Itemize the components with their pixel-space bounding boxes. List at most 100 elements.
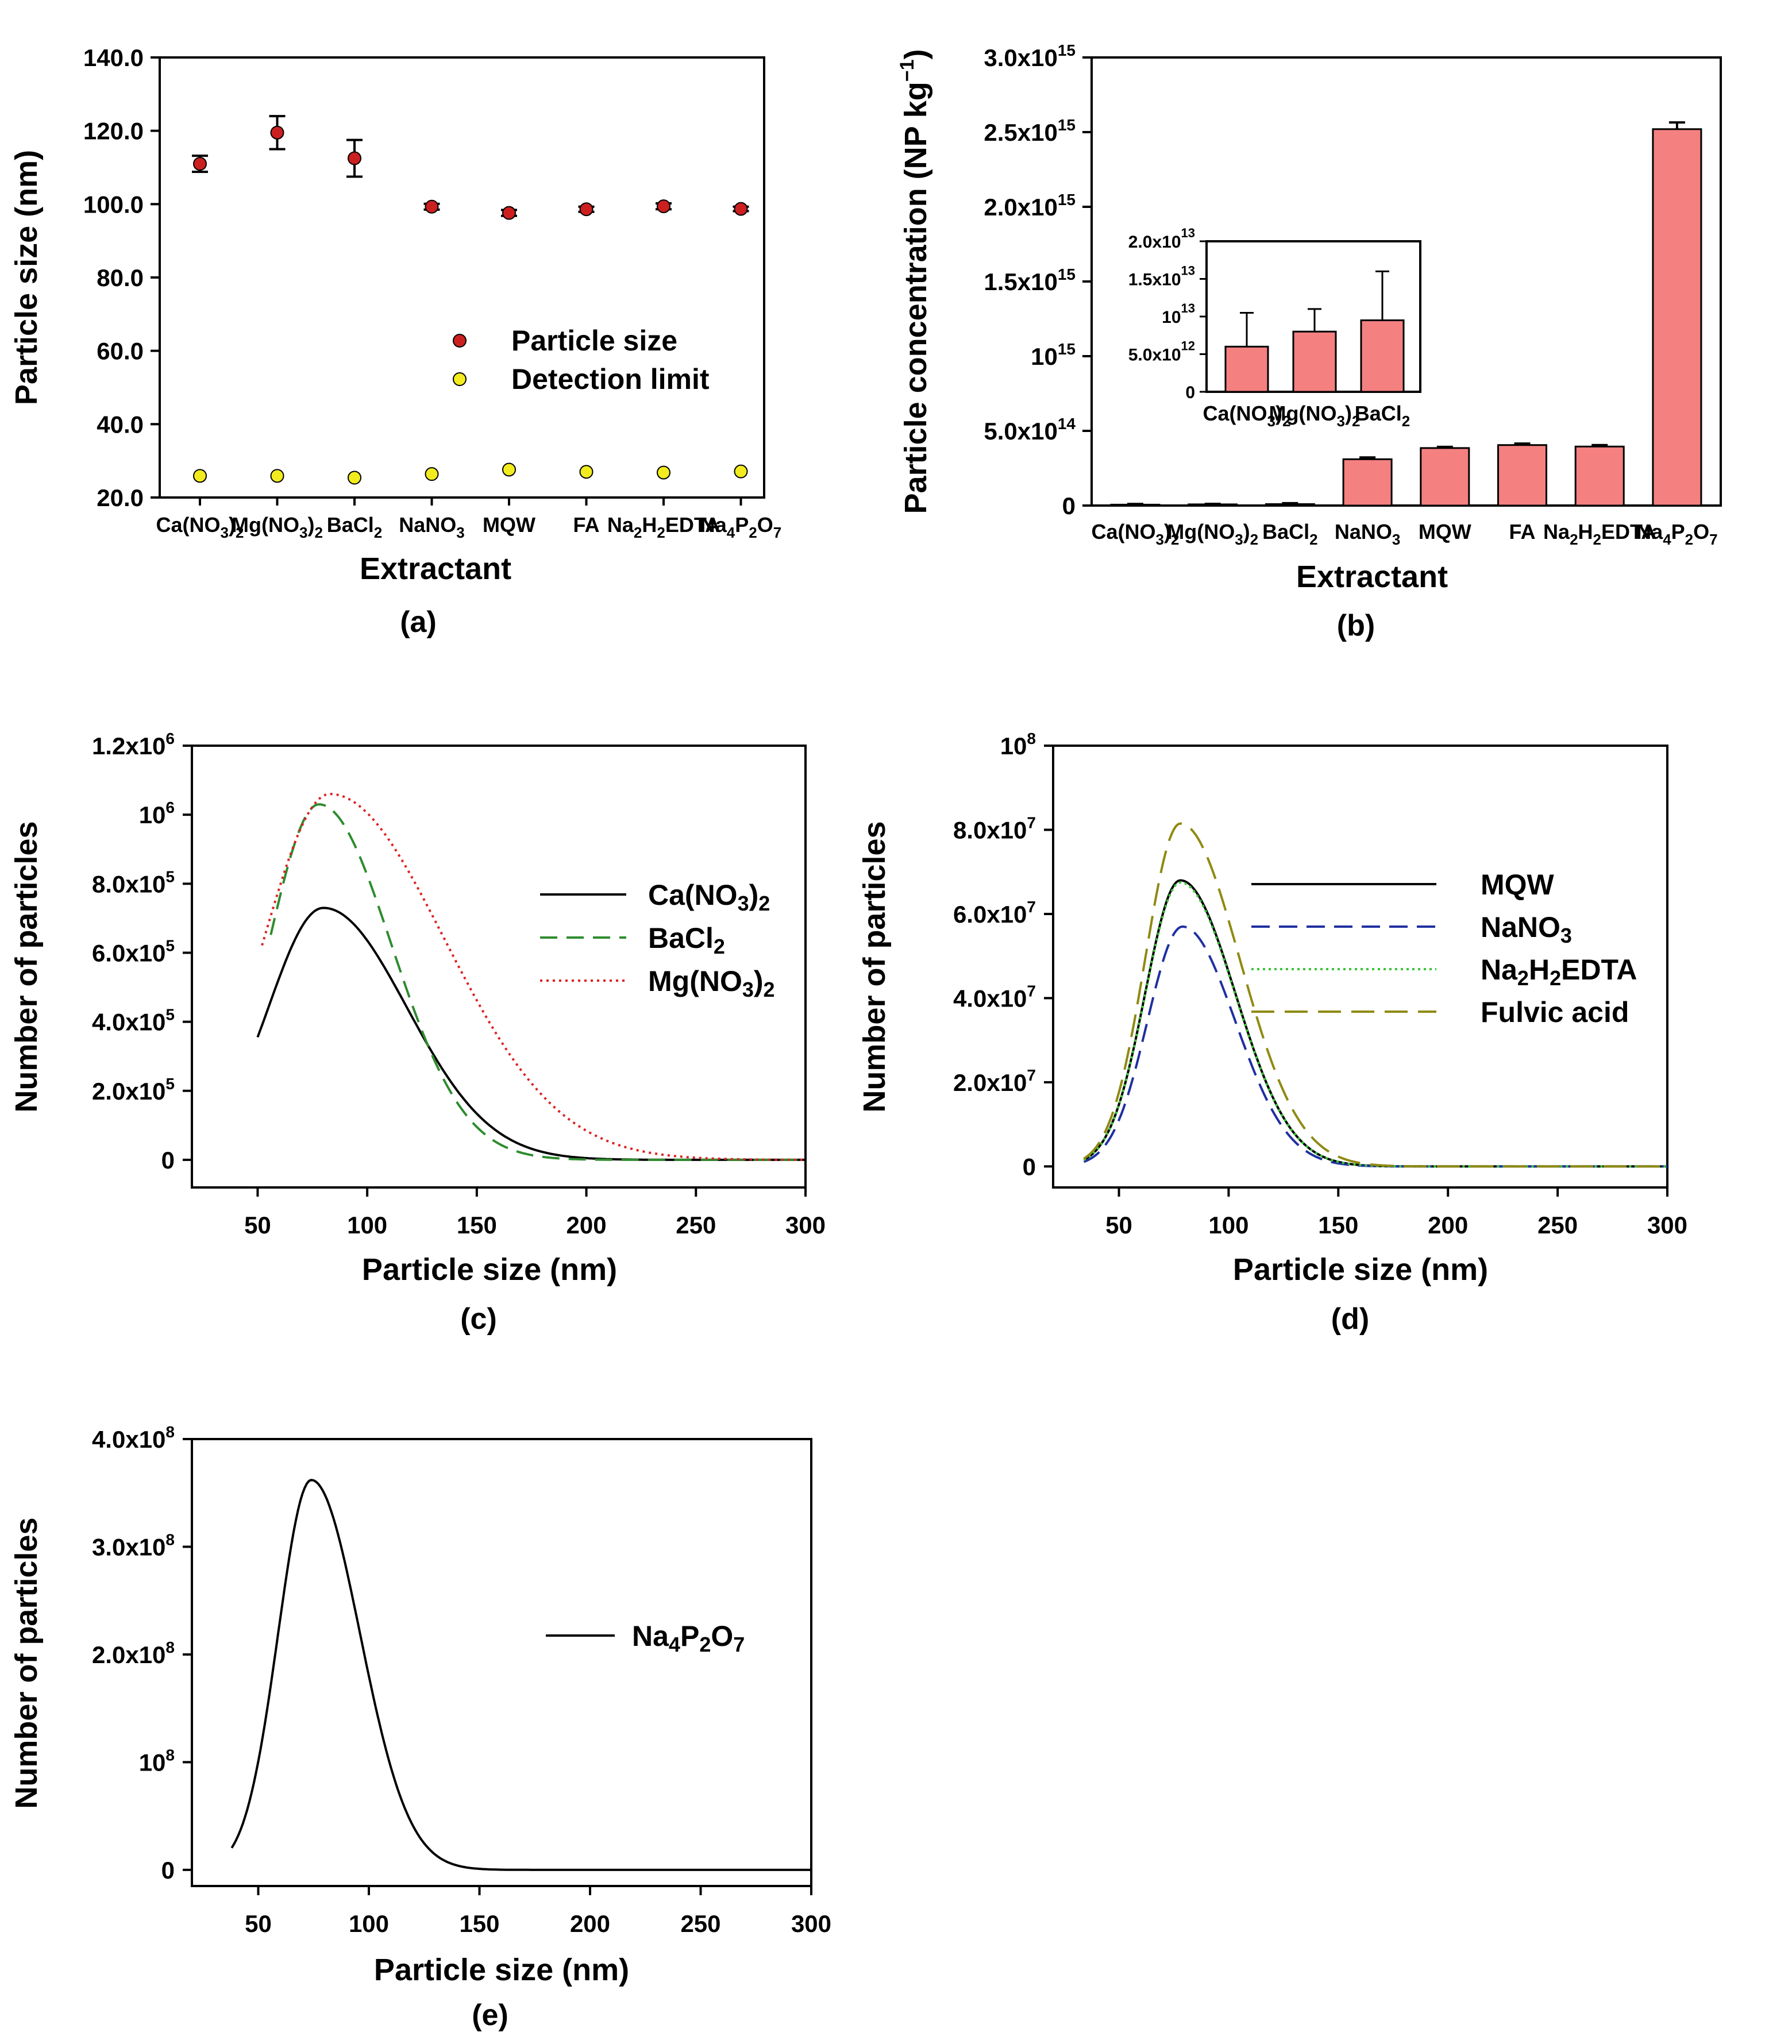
x-axis-title: Particle size (nm) [374,1953,629,1987]
y-tick-label: 1.2x106 [92,730,175,759]
y-tick-label: 1.5x1015 [984,265,1076,295]
legend-label: Na4​P2​O7​ [632,1620,745,1656]
y-tick-label: 100.0 [83,191,144,218]
inset-bar [1360,319,1405,393]
detection-limit-point [657,465,670,480]
particle-size-point [734,202,748,216]
y-tick-label: 4.0x107 [953,982,1036,1012]
panel-e-chart: 0 108 2.0x108 3.0x108 4.0x108 50 100 150 200 250 3… [9,1423,831,2032]
x-category-label: MQW [1419,520,1471,543]
x-axis-title: Particle size (nm) [362,1252,617,1287]
inset-y-tick-label: 0 [1185,383,1195,402]
inset-y-tick-label: 1013 [1162,301,1195,327]
x-axis-title: Extractant [1296,560,1448,594]
inset-bar [1224,345,1269,393]
y-tick-label: 140.0 [83,44,144,71]
x-category-label: NaNO3​ [1335,520,1401,548]
y-tick-label: 60.0 [97,338,144,365]
inset-y-tick-label: 5.0x1012 [1128,339,1195,365]
panel-label: (b) [1337,609,1375,642]
x-tick-label: 250 [676,1212,716,1239]
x-category-label: Mg(NO3​)2​ [1167,520,1258,548]
inset-y-tick-label: 1.5x1013 [1128,264,1195,290]
inset-category-label: BaCl2​ [1355,402,1411,430]
y-tick-label: 3.0x1015 [984,41,1076,71]
x-category-label: BaCl2​ [1262,520,1318,548]
x-tick-label: 250 [1537,1212,1578,1239]
panel-e-frame [191,1438,812,1887]
particle-size-point [425,199,439,214]
legend-label: NaNO3​ [1481,911,1572,947]
particle-size-point [579,202,594,217]
y-axis-title: Particle concentration (NP kg−1) [896,49,933,514]
bar [1342,458,1393,507]
x-category-label: Na2​H2​EDTA [1543,520,1656,548]
x-tick-label: 200 [570,1910,610,1937]
legend-label-detection-limit: Detection limit [511,363,710,395]
bar [1652,128,1702,507]
y-axis-title: Particle size (nm) [9,150,44,405]
y-tick-label: 106 [139,799,175,828]
x-tick-label: 100 [349,1910,389,1937]
detection-limit-point [270,469,284,483]
x-category-label: FA [1509,520,1535,543]
x-category-label: Na4​P2​O7​ [700,513,781,541]
panel-label: (c) [460,1302,497,1336]
detection-limit-point [734,464,748,479]
panel-d-chart: 0 2.0x107 4.0x107 6.0x107 8.0x107 108 50 100 150… [857,730,1687,1336]
x-category-label: Ca(NO3​)2​ [1092,520,1180,548]
x-tick-label: 50 [244,1212,271,1239]
x-axis-title: Extractant [360,552,511,586]
x-tick-label: 200 [1428,1212,1468,1239]
y-tick-label: 1015 [1031,340,1076,370]
detection-limit-point [425,467,439,481]
y-tick-label: 8.0x105 [92,867,175,897]
detection-limit-point [348,470,361,485]
x-tick-label: 50 [245,1910,272,1937]
y-tick-label: 4.0x105 [92,1006,175,1036]
x-tick-label: 150 [459,1910,499,1937]
y-tick-label: 108 [139,1746,175,1776]
y-tick-label: 6.0x107 [953,898,1036,928]
panel-b-chart: 0 5.0x1014 1015 1.5x1015 2.0x1015 2.5x1015 3.0… [896,41,1722,642]
y-tick-label: 40.0 [97,411,144,438]
particle-size-point [193,157,207,171]
y-tick-label: 0 [161,1857,175,1884]
x-tick-label: 150 [457,1212,497,1239]
particle-size-point [657,199,670,214]
x-category-label: Ca(NO3​)2​ [156,513,244,541]
legend-marker-particle-size [453,334,467,348]
x-tick-label: 50 [1105,1212,1132,1239]
inset-bar [1292,330,1337,393]
y-tick-label: 4.0x108 [92,1423,175,1453]
panel-a-chart: 20.0 40.0 60.0 80.0 100.0 120.0 140.0 Ca(NO3​)2… [9,44,781,639]
y-tick-label: 0 [1023,1153,1036,1180]
y-tick-label: 8.0x107 [953,813,1036,843]
bar [1265,503,1315,507]
x-tick-label: 300 [791,1910,831,1937]
inset-category-label: Ca(NO3​)2​ [1203,402,1291,430]
x-tick-label: 200 [566,1212,607,1239]
legend-marker-detection-limit [453,372,467,386]
y-tick-label: 6.0x105 [92,936,175,966]
x-tick-label: 300 [1647,1212,1687,1239]
x-tick-label: 150 [1318,1212,1358,1239]
x-category-label: FA [573,513,599,537]
detection-limit-point [579,465,594,479]
x-category-label: Na2​H2​EDTA [607,513,720,541]
y-tick-label: 80.0 [97,264,144,291]
particle-size-point [270,125,284,140]
x-tick-label: 250 [680,1910,720,1937]
panel-label: (d) [1331,1302,1369,1336]
inset-category-label: Mg(NO3​)2​ [1269,402,1361,430]
legend-label: Ca(NO3​)2​ [648,879,770,915]
x-tick-label: 300 [785,1212,826,1239]
y-tick-label: 108 [1000,730,1036,759]
y-tick-label: 2.0x108 [92,1638,175,1668]
x-tick-label: 100 [347,1212,387,1239]
legend-label-particle-size: Particle size [511,325,677,357]
series-line-bacl2 [269,803,806,1161]
x-category-label: NaNO3​ [399,513,465,541]
x-category-label: Mg(NO3​)2​ [232,513,323,541]
